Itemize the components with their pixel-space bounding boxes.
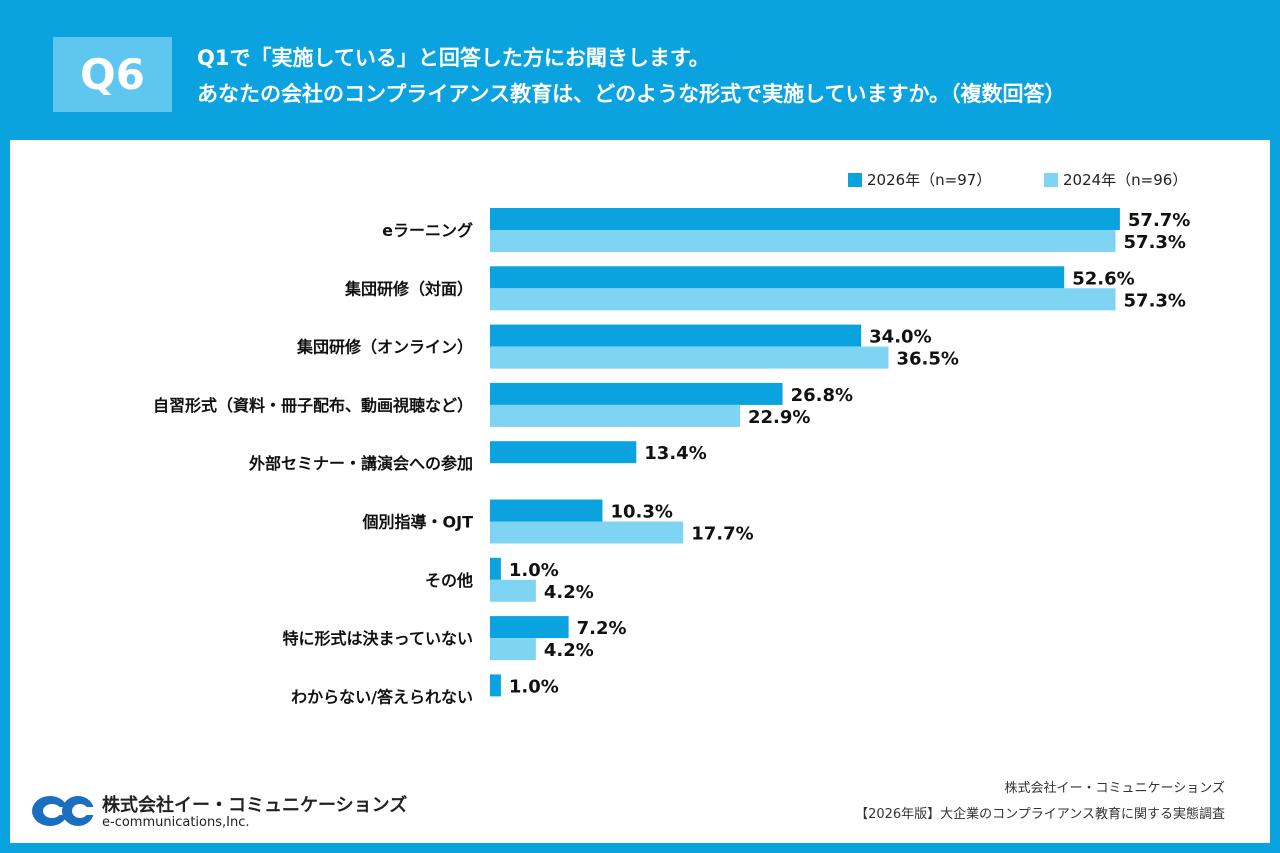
category-label: その他 (425, 571, 473, 590)
logo-company-name: 株式会社イー・コミュニケーションズ (102, 795, 408, 816)
bar-2024 (490, 638, 536, 661)
bar-2026 (490, 441, 637, 464)
legend-label-0: 2026年（n=97） (867, 171, 991, 189)
header-banner: Q6 Q1で「実施している」と回答した方にお聞きします。 あなたの会社のコンプラ… (0, 0, 1280, 140)
bar-2026 (490, 266, 1065, 289)
footer-credits: 株式会社イー・コミュニケーションズ 【2026年版】大企業のコンプライアンス教育… (855, 776, 1225, 828)
data-label: 34.0% (869, 327, 931, 348)
category-label: eラーニング (382, 221, 473, 240)
bar-2026 (490, 324, 862, 347)
data-label: 4.2% (544, 640, 594, 661)
legend-swatch-0 (848, 173, 862, 187)
category-label: 外部セミナー・講演会への参加 (248, 454, 473, 473)
data-label: 7.2% (577, 618, 627, 639)
bar-2026 (490, 616, 569, 639)
legend-label-1: 2024年（n=96） (1063, 171, 1187, 189)
footer-report-title: 【2026年版】大企業のコンプライアンス教育に関する実態調査 (855, 807, 1225, 822)
data-label: 13.4% (644, 443, 706, 464)
data-label: 26.8% (791, 385, 853, 406)
question-number-badge: Q6 (53, 37, 172, 112)
bar-2024 (490, 521, 684, 544)
data-label: 10.3% (610, 502, 672, 523)
category-label: 特に形式は決まっていない (282, 629, 473, 648)
legend-swatch-1 (1044, 173, 1058, 187)
bar-2026 (490, 382, 783, 405)
bar-2024 (490, 230, 1116, 252)
data-label: 57.3% (1124, 232, 1186, 253)
data-label: 52.6% (1072, 268, 1134, 289)
category-label: 集団研修（対面） (344, 279, 473, 298)
category-label: 自習形式（資料・冊子配布、動画視聴など） (153, 396, 473, 415)
category-label: 個別指導・OJT (362, 513, 474, 532)
data-label: 17.7% (691, 524, 753, 545)
bar-2026 (490, 499, 603, 522)
data-label: 1.0% (509, 560, 559, 581)
bar-2026 (490, 208, 1120, 230)
data-label: 22.9% (748, 407, 810, 428)
chart-panel: 2026年（n=97） 2024年（n=96） eラーニング 57.7% 57.3% 集団… (10, 140, 1270, 843)
data-label: 1.0% (509, 676, 559, 697)
bar-2026 (490, 557, 501, 580)
bar-2024 (490, 404, 740, 427)
bar-2024 (490, 288, 1116, 311)
data-label: 57.3% (1124, 290, 1186, 311)
data-label: 4.2% (544, 582, 594, 603)
footer-company: 株式会社イー・コミュニケーションズ (1004, 781, 1225, 796)
question-text: Q1で「実施している」と回答した方にお聞きします。 あなたの会社のコンプライアン… (197, 40, 1066, 112)
bar-chart: 2026年（n=97） 2024年（n=96）eラーニング 57.7%57.3%集団… (153, 171, 1190, 706)
bar-2024 (490, 346, 889, 369)
question-line-1: Q1で「実施している」と回答した方にお聞きします。 (197, 46, 710, 70)
logo-mark-icon (32, 796, 98, 826)
data-label: 57.7% (1128, 210, 1190, 231)
bar-2024 (490, 579, 536, 602)
logo-company-name-en: e-communications,Inc. (102, 815, 250, 830)
category-label: わからない/答えられない (291, 687, 473, 706)
bar-2026 (490, 674, 501, 697)
data-label: 36.5% (896, 349, 958, 370)
question-line-2: あなたの会社のコンプライアンス教育は、どのような形式で実施していますか。（複数回… (197, 82, 1066, 106)
category-label: 集団研修（オンライン） (296, 338, 473, 357)
company-logo: 株式会社イー・コミュニケーションズ e-communications,Inc. (30, 791, 407, 835)
